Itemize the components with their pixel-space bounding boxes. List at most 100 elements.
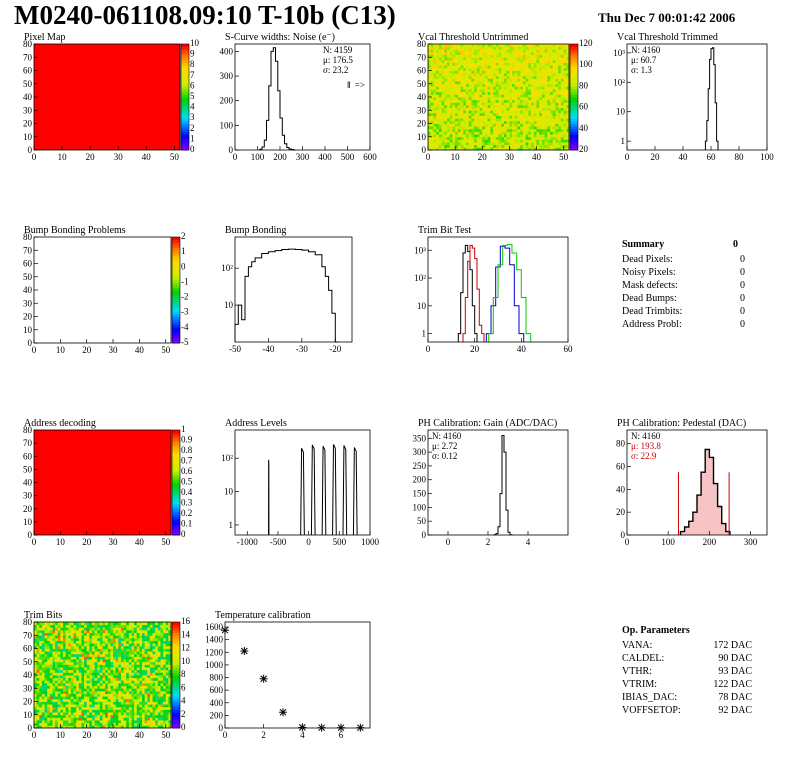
heatmap-cell: [446, 144, 451, 148]
heatmap-cell: [476, 126, 480, 130]
heatmap-cell: [89, 659, 93, 663]
heatmap-cell: [44, 635, 48, 639]
heatmap-cell: [436, 94, 440, 98]
heatmap-cell: [487, 120, 491, 124]
x-tick-label: -20: [329, 344, 341, 354]
heatmap-cell: [503, 104, 508, 108]
heatmap-cell: [144, 659, 148, 663]
heatmap-cell: [70, 661, 74, 665]
heatmap-cell: [498, 134, 502, 138]
heatmap-cell: [531, 136, 535, 140]
heatmap-cell: [460, 97, 464, 101]
heatmap-cell: [147, 632, 151, 636]
heatmap-cell: [97, 664, 101, 668]
heatmap-cell: [495, 107, 499, 111]
heatmap-cell: [70, 690, 74, 694]
color-scale-segment: [172, 472, 180, 476]
heatmap-cell: [476, 147, 480, 151]
heatmap-cell: [136, 675, 140, 679]
heatmap-cell: [97, 629, 101, 633]
heatmap-cell: [49, 635, 53, 639]
heatmap-cell: [444, 123, 448, 127]
heatmap-cell: [487, 104, 491, 108]
y-tick-label: 10²: [221, 263, 233, 273]
heatmap-cell: [84, 675, 88, 679]
heatmap-cell: [73, 680, 77, 684]
heatmap-cell: [484, 120, 489, 124]
x-tick-label: 0: [32, 152, 37, 162]
heatmap-cell: [65, 698, 69, 702]
heatmap-cell: [547, 44, 551, 48]
heatmap-cell: [512, 112, 516, 116]
heatmap-cell: [44, 685, 48, 689]
heatmap-cell: [115, 661, 119, 665]
heatmap-cell: [73, 677, 77, 681]
color-scale-segment: [570, 81, 578, 85]
heatmap-cell: [70, 712, 74, 716]
color-scale-segment: [570, 83, 578, 87]
heatmap-cell: [81, 693, 85, 697]
heatmap-cell: [163, 677, 167, 681]
heatmap-cell: [560, 46, 564, 50]
heatmap-cell: [552, 75, 556, 79]
heatmap-cell: [97, 690, 101, 694]
heatmap-cell: [493, 112, 497, 116]
heatmap-cell: [76, 717, 80, 721]
heatmap-cell: [539, 115, 543, 119]
x-tick-label: 40: [517, 344, 527, 354]
plot-area: [235, 44, 370, 150]
heatmap-cell: [493, 107, 497, 111]
heatmap-cell: [517, 65, 521, 69]
heatmap-cell: [490, 136, 494, 140]
heatmap-cell: [471, 86, 475, 90]
heatmap-cell: [73, 709, 77, 713]
heatmap-cell: [68, 653, 72, 657]
heatmap-cell: [97, 701, 101, 705]
heatmap-cell: [525, 97, 529, 101]
heatmap-cell: [144, 643, 148, 647]
heatmap-cell: [520, 59, 524, 63]
heatmap-cell: [465, 110, 470, 114]
color-scale-segment: [172, 500, 180, 505]
heatmap-cell: [76, 637, 80, 641]
heatmap-cell: [503, 131, 508, 135]
heatmap-cell: [544, 51, 548, 55]
heatmap-cell: [52, 661, 56, 665]
heatmap-cell: [120, 690, 124, 694]
heatmap-cell: [55, 624, 59, 628]
heatmap-cell: [168, 622, 172, 626]
heatmap-cell: [506, 118, 510, 122]
heatmap-cell: [68, 659, 72, 663]
heatmap-cell: [498, 144, 502, 148]
heatmap-cell: [126, 717, 130, 721]
heatmap-cell: [560, 65, 564, 69]
heatmap-cell: [78, 693, 82, 697]
heatmap-cell: [457, 110, 461, 114]
heatmap-cell: [560, 142, 564, 146]
heatmap-cell: [113, 645, 117, 649]
heatmap-cell: [107, 675, 111, 679]
heatmap-cell: [428, 62, 432, 66]
color-scale-segment: [172, 305, 180, 310]
heatmap-cell: [555, 99, 559, 103]
heatmap-cell: [89, 672, 93, 676]
heatmap-cell: [78, 659, 82, 663]
heatmap-cell: [62, 672, 67, 676]
heatmap-cell: [155, 659, 159, 663]
heatmap-cell: [157, 622, 161, 626]
heatmap-cell: [70, 648, 74, 652]
heatmap-cell: [149, 653, 153, 657]
heatmap-cell: [539, 46, 543, 50]
heatmap-cell: [147, 635, 151, 639]
heatmap-cell: [73, 712, 77, 716]
heatmap-cell: [558, 136, 562, 140]
x-tick-label: 0: [32, 345, 37, 355]
heatmap-cell: [165, 624, 169, 628]
heatmap-cell: [41, 645, 45, 649]
y-tick-label: 40: [23, 92, 33, 102]
heatmap-cell: [506, 102, 510, 106]
heatmap-cell: [552, 99, 556, 103]
heatmap-cell: [449, 70, 453, 74]
heatmap-cell: [163, 698, 167, 702]
